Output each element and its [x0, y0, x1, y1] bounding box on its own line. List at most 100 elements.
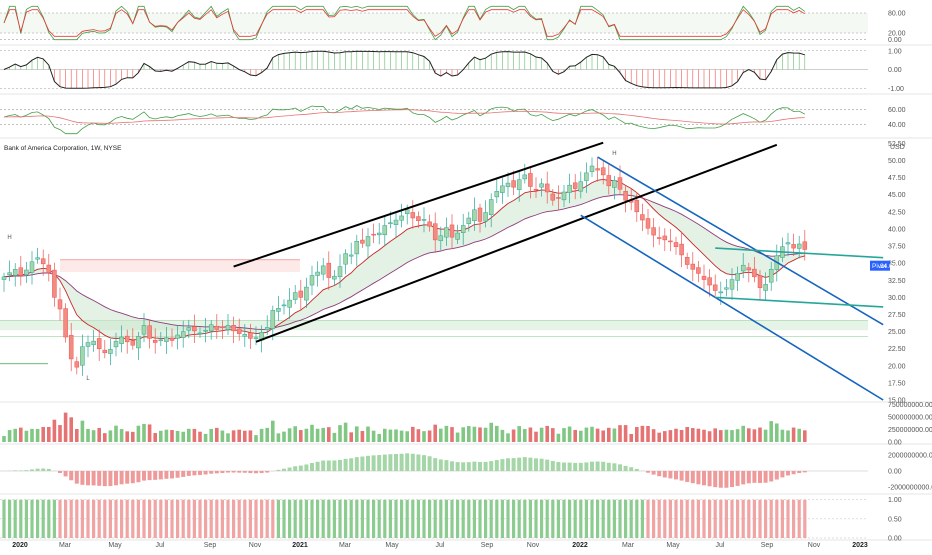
oscillator-bar [428, 456, 432, 471]
oscillator-bar [668, 471, 672, 478]
volume-bar [478, 427, 482, 442]
trend-strength-bar [428, 500, 431, 538]
volume-bar [568, 427, 572, 442]
oscillator-bar [696, 471, 700, 484]
candle-body [708, 278, 712, 285]
oscillator-bar [540, 459, 544, 471]
volume-bar [467, 426, 471, 442]
trend-strength-bar [260, 500, 263, 538]
trend-strength-bar [198, 500, 201, 538]
trend-strength-bar [512, 500, 515, 538]
oscillator-bar [719, 471, 723, 488]
candle-body [752, 269, 756, 277]
candle-body [97, 338, 101, 348]
volume-bar [159, 431, 163, 442]
volume-bar [411, 427, 415, 442]
volume-bar [562, 428, 566, 442]
trend-strength-bar [114, 500, 117, 538]
candle-body [92, 341, 96, 345]
volume-bar [221, 431, 225, 442]
oscillator-bar [377, 455, 381, 471]
oscillator-bar [332, 460, 336, 471]
trend-strength-bar [243, 500, 246, 538]
oscillator-bar [652, 471, 656, 475]
candle-body [120, 337, 124, 344]
trend-strength-bar [417, 500, 420, 538]
oscillator-bar [629, 467, 633, 471]
volume-bar [355, 426, 359, 442]
volume-bar [305, 429, 309, 442]
volume-bar [601, 430, 605, 442]
oscillator-bar [596, 461, 600, 471]
oscillator-bar [148, 471, 152, 480]
oscillator-bar [299, 466, 303, 471]
oscillator-bar [523, 457, 527, 471]
volume-bar [148, 424, 152, 442]
candle-body [747, 268, 751, 270]
oscillator-bar [142, 471, 146, 481]
volume-bar [204, 434, 208, 442]
candle-body [612, 180, 616, 187]
trend-strength-bar [333, 500, 336, 538]
candle-body [405, 210, 409, 214]
volume-bar [803, 430, 807, 442]
candle-body [226, 325, 230, 329]
trend-strength-bar [103, 500, 106, 538]
oscillator-bar [467, 462, 471, 471]
volume-bar [579, 431, 583, 442]
oscillator-bar [366, 456, 370, 471]
candle-body [355, 241, 359, 254]
candle-body [696, 268, 700, 274]
price-pane-tick-label: 40.00 [888, 226, 906, 233]
oscillator-bar [276, 470, 280, 471]
candle-body [584, 173, 588, 181]
oscillator-bar [450, 461, 454, 471]
price-pane-tick-label: 37.50 [888, 244, 906, 251]
volume-bar [674, 429, 678, 442]
oscillator-bar [260, 471, 264, 473]
oscillator-bar [338, 460, 342, 471]
trend-strength-bar [506, 500, 509, 538]
oscillator-bar [456, 462, 460, 471]
candle-body [209, 325, 213, 331]
candle-body [668, 241, 672, 242]
trend-strength-bar [613, 500, 616, 538]
candle-body [316, 272, 320, 275]
candle-body [607, 175, 611, 185]
time-axis-label: May [385, 542, 399, 549]
volume-pane-tick-label: 750000000.00 [888, 402, 932, 409]
oscillator-bar [243, 471, 247, 473]
candle-body [321, 266, 325, 274]
candle-body [719, 292, 723, 293]
price-pane-tick-label: 25.00 [888, 329, 906, 336]
volume-bar [517, 426, 521, 442]
time-axis-label: Sep [761, 542, 774, 549]
volume-bar [109, 430, 113, 442]
price-pane-tick-label: 22.50 [888, 346, 906, 353]
trend-strength-bar [753, 500, 756, 538]
volume-bar [708, 431, 712, 442]
volume-bar [596, 429, 600, 442]
oscillator-bar [484, 462, 488, 471]
volume-bar [719, 430, 723, 442]
rsi-pane-tick-label: 60.00 [888, 107, 906, 114]
volume-bar [170, 430, 174, 442]
candle-body [411, 212, 415, 218]
oscillator-bar [730, 471, 734, 487]
trend-strength-bar [534, 500, 537, 538]
candle-body [304, 287, 308, 300]
trend-strength-bar [277, 500, 280, 538]
candle-body [13, 269, 17, 275]
oscillator-bar [646, 471, 650, 473]
candle-body [69, 335, 73, 359]
volume-bar [389, 430, 393, 442]
oscillator-bar [13, 470, 17, 471]
volume-bar [641, 426, 645, 442]
trend-strength-bar [450, 500, 453, 538]
oscillator-bar [192, 471, 196, 475]
volume-bar [120, 429, 124, 442]
volume-bar [181, 432, 185, 442]
candle-body [792, 244, 796, 248]
oscillator-bar [321, 461, 325, 471]
